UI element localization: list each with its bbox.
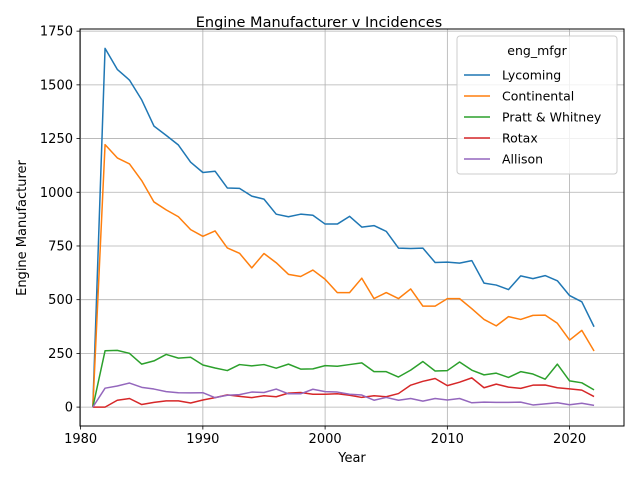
y-tick-label: 250 [48, 347, 73, 362]
chart-title: Engine Manufacturer v Incidences [196, 15, 442, 31]
legend-label-pratt-whitney: Pratt & Whitney [502, 110, 602, 125]
legend-label-continental: Continental [502, 89, 574, 104]
legend-title: eng_mfgr [507, 43, 567, 58]
y-axis-label: Engine Manufacturer [15, 159, 30, 295]
series-line-rotax [92, 377, 595, 408]
x-axis-ticks: 1980 1990 2000 2010 2020 [64, 426, 586, 447]
x-tick-label: 2010 [431, 432, 464, 447]
series-line-allison [92, 382, 595, 408]
legend-label-lycoming: Lycoming [502, 68, 561, 83]
series-line-lycoming [92, 47, 595, 408]
legend: eng_mfgr Lycoming Continental Pratt & Whit… [456, 35, 618, 175]
y-tick-label: 1250 [40, 132, 73, 147]
x-tick-label: 2000 [309, 432, 342, 447]
series-lines [92, 47, 595, 408]
x-tick-label: 2020 [553, 432, 586, 447]
y-tick-label: 1500 [40, 78, 73, 93]
x-axis-label: Year [337, 451, 366, 466]
legend-items: Lycoming Continental Pratt & Whitney Rotax A… [464, 68, 602, 167]
legend-label-rotax: Rotax [502, 131, 538, 146]
series-line-pratt-whitney [92, 349, 595, 408]
legend-box [456, 35, 618, 175]
legend-label-allison: Allison [502, 152, 543, 167]
y-tick-label: 500 [48, 293, 73, 308]
y-tick-label: 1000 [40, 186, 73, 201]
y-tick-label: 750 [48, 239, 73, 254]
x-tick-label: 1990 [186, 432, 219, 447]
y-tick-label: 1750 [40, 25, 73, 40]
series-line-continental [92, 143, 595, 408]
x-tick-label: 1980 [64, 432, 97, 447]
y-tick-label: 0 [65, 401, 73, 416]
y-axis-ticks: 0 250 500 750 1000 1250 1500 1750 [40, 25, 80, 416]
plot-frame [79, 28, 625, 427]
